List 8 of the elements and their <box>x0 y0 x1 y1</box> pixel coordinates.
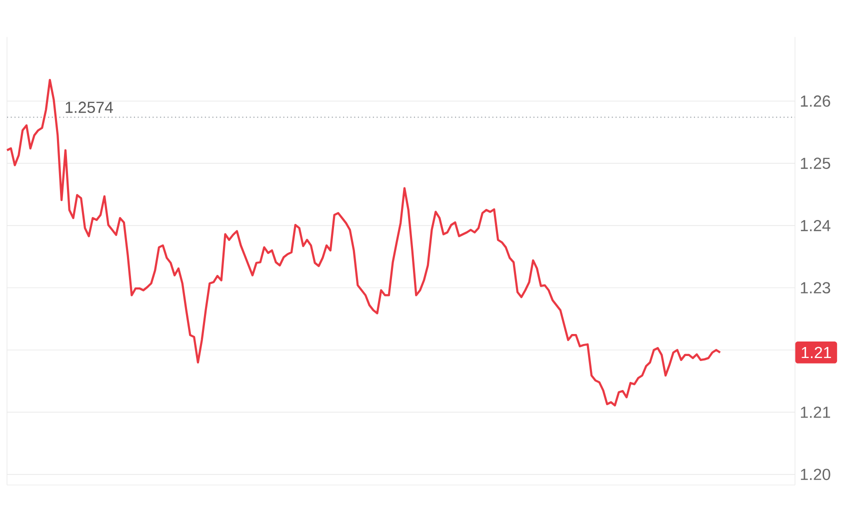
line-series <box>6 78 722 406</box>
ref-line-label: 1.2574 <box>66 102 113 113</box>
y-tick-label: 1.25 <box>800 158 830 169</box>
y-tick-label: 1.20 <box>800 468 830 480</box>
y-tick-label: 1.21 <box>800 406 830 418</box>
y-tick-label: 1.26 <box>800 95 830 107</box>
y-tick-label: 1.24 <box>800 220 830 232</box>
y-tick-label: 1.23 <box>800 282 830 294</box>
